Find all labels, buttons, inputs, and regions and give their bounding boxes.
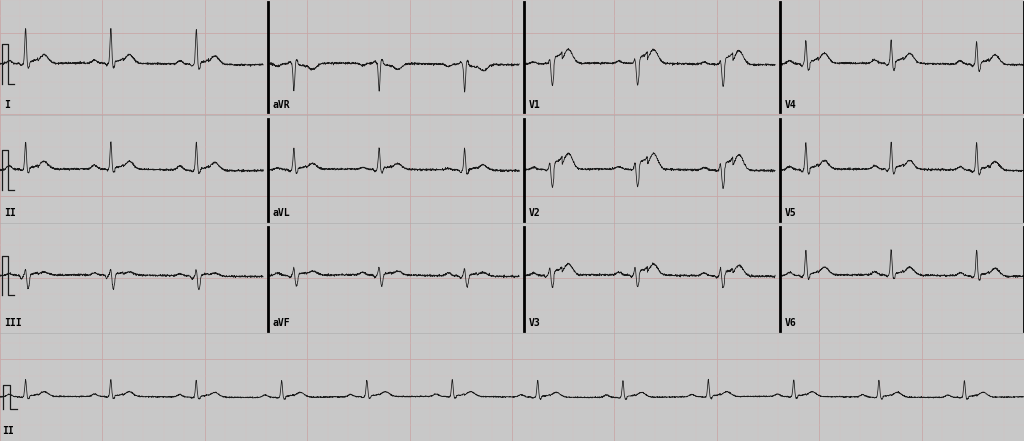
Text: V3: V3 <box>528 318 540 329</box>
Text: aVF: aVF <box>272 318 290 329</box>
Text: V4: V4 <box>784 100 796 110</box>
Text: V1: V1 <box>528 100 540 110</box>
Text: V6: V6 <box>784 318 796 329</box>
Text: II: II <box>4 208 15 218</box>
Text: I: I <box>4 100 10 110</box>
Text: aVL: aVL <box>272 208 290 218</box>
Text: aVR: aVR <box>272 100 290 110</box>
Text: V5: V5 <box>784 208 796 218</box>
Text: II: II <box>2 426 13 437</box>
Text: III: III <box>4 318 22 329</box>
Text: V2: V2 <box>528 208 540 218</box>
